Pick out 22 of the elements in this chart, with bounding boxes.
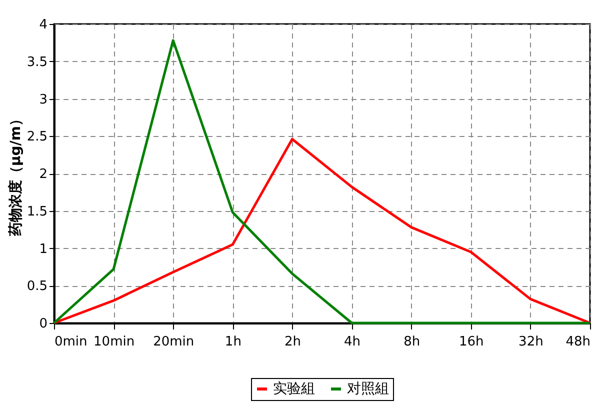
y-tick-label: 2: [39, 167, 48, 182]
x-tick-label: 32h: [518, 334, 544, 350]
x-tick-label: 8h: [404, 334, 420, 350]
y-tick-label: 2.5: [26, 130, 48, 145]
x-tick-label: 0min: [54, 334, 88, 350]
legend-label: 对照組: [347, 381, 389, 397]
legend-label: 实验組: [273, 381, 315, 397]
y-tick-label: 4: [39, 18, 48, 32]
y-tick-label: 3: [39, 92, 48, 108]
y-tick-label: 0.5: [26, 279, 48, 294]
x-tick-label: 20min: [153, 334, 194, 350]
x-tick-label: 16h: [459, 334, 484, 350]
y-tick-label: 1: [39, 242, 48, 257]
x-tick-label: 48h: [566, 334, 590, 350]
x-tick-label: 4h: [344, 334, 361, 350]
y-axis-title: 药物浓度（μg/m）: [6, 112, 24, 238]
y-tick-label: 0: [39, 316, 48, 332]
y-tick-label: 1.5: [26, 204, 48, 220]
x-tick-label: 10min: [94, 334, 135, 350]
x-tick-label: 2h: [284, 334, 301, 350]
y-tick-label: 3.5: [26, 54, 48, 70]
x-tick-label: 1h: [224, 334, 242, 350]
